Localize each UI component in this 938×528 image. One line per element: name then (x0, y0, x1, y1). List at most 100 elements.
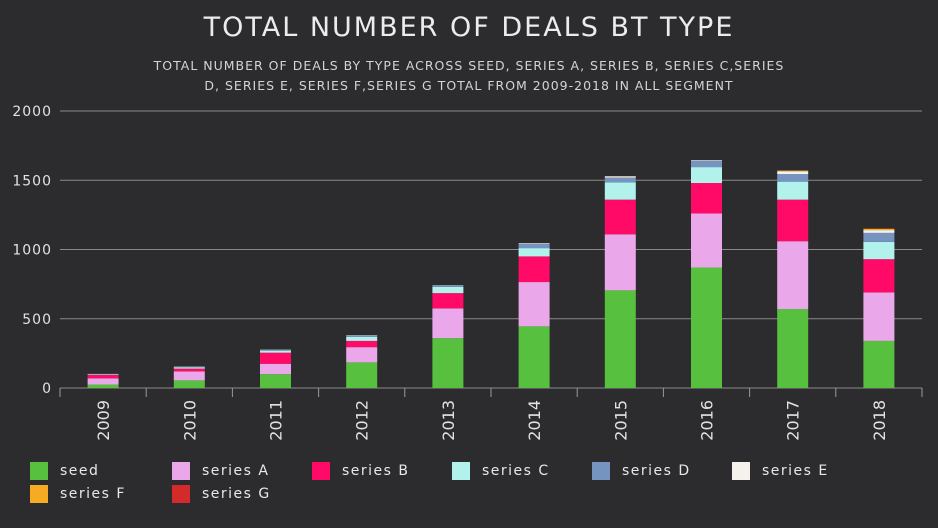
bar-segment[interactable] (260, 350, 291, 353)
bar-segment[interactable] (777, 174, 809, 182)
chart-title: TOTAL NUMBER OF DEALS BT TYPE (203, 12, 735, 43)
bar-segment[interactable] (87, 378, 119, 385)
bar-segment[interactable] (691, 183, 722, 214)
bar-segment[interactable] (777, 171, 809, 175)
bar-segment[interactable] (87, 374, 119, 375)
y-axis-tick-labels: 0 500 1000 1500 2000 (12, 104, 52, 397)
bar-segment[interactable] (777, 170, 809, 172)
bar-segment[interactable] (691, 160, 722, 161)
legend-item-series-a[interactable]: series A (172, 462, 270, 480)
legend-item-series-f[interactable]: series F (30, 485, 126, 503)
x-tick-label: 2016 (698, 400, 717, 441)
y-tick-label: 2000 (12, 104, 52, 120)
y-tick-label: 500 (22, 312, 52, 328)
bar-segment[interactable] (604, 199, 636, 235)
legend-swatch (30, 485, 48, 503)
bar-segment[interactable] (432, 286, 464, 294)
bar-segment[interactable] (863, 259, 895, 293)
bar-segment[interactable] (518, 256, 550, 283)
bar-segment[interactable] (518, 248, 550, 257)
legend-swatch (312, 462, 330, 480)
x-tick-label: 2011 (267, 400, 286, 441)
bar-segment[interactable] (604, 176, 636, 178)
bar-segment[interactable] (260, 352, 291, 364)
legend-swatch (30, 462, 48, 480)
bar-segment[interactable] (604, 234, 636, 291)
legend-swatch (592, 462, 610, 480)
legend-label: series G (202, 486, 271, 502)
legend-item-series-c[interactable]: series C (452, 462, 550, 480)
bar-segment[interactable] (346, 336, 378, 341)
chart-subtitle-line-1: TOTAL NUMBER OF DEALS BY TYPE ACROSS SEE… (153, 58, 785, 73)
bar-segment[interactable] (518, 282, 550, 327)
y-tick-label: 0 (42, 381, 52, 397)
bar-segment[interactable] (777, 241, 809, 310)
bar-segment[interactable] (863, 228, 895, 231)
bar-segment[interactable] (777, 309, 809, 388)
bar-segment[interactable] (173, 371, 205, 381)
legend-label: series B (342, 463, 410, 479)
bar-segment[interactable] (432, 338, 464, 388)
bar-segment[interactable] (346, 362, 378, 388)
bar-segment[interactable] (432, 293, 464, 309)
bar-segment[interactable] (87, 374, 119, 379)
x-tick-label: 2010 (180, 400, 199, 441)
bar-segment[interactable] (87, 384, 119, 388)
legend-item-series-e[interactable]: series E (732, 462, 829, 480)
bar-segment[interactable] (604, 290, 636, 388)
bar-segment[interactable] (863, 230, 895, 233)
bar-segment[interactable] (346, 347, 378, 363)
chart-subtitle-line-2: D, SERIES E, SERIES F,SERIES G TOTAL FRO… (204, 78, 734, 93)
legend-item-series-g[interactable]: series G (172, 485, 271, 503)
bar-segment[interactable] (173, 368, 205, 372)
bar-segment[interactable] (260, 349, 291, 351)
chart-subtitle: TOTAL NUMBER OF DEALS BY TYPE ACROSS SEE… (150, 56, 788, 96)
x-tick-label: 2015 (611, 400, 630, 441)
y-tick-label: 1000 (12, 243, 52, 259)
bar-segment[interactable] (863, 241, 895, 260)
legend-label: series C (482, 463, 550, 479)
bar-segment[interactable] (173, 380, 205, 388)
bar-segment[interactable] (691, 267, 722, 388)
bar-segment[interactable] (604, 182, 636, 200)
bar-segment[interactable] (777, 181, 809, 200)
x-tick-label: 2014 (525, 400, 544, 441)
x-tick-label: 2018 (870, 400, 889, 441)
bar-segment[interactable] (604, 177, 636, 183)
bar-segment[interactable] (777, 199, 809, 242)
legend-label: series E (762, 463, 829, 479)
bar-segment[interactable] (518, 243, 550, 249)
legend-item-series-b[interactable]: series B (312, 462, 410, 480)
x-tick-label: 2017 (784, 400, 803, 441)
legend-label: series D (622, 463, 691, 479)
bar-segment[interactable] (863, 232, 895, 242)
legend-label: seed (60, 463, 100, 479)
bar-segment[interactable] (346, 340, 378, 348)
bar-segment[interactable] (691, 167, 722, 184)
bar-segment[interactable] (346, 335, 378, 337)
bar-segment[interactable] (518, 243, 550, 244)
x-axis: 2009 2010 2011 2012 2013 2014 2015 2016 2017 2018 (59, 388, 923, 441)
y-tick-label: 1500 (12, 173, 52, 189)
bar-segment[interactable] (691, 160, 722, 168)
legend-swatch (172, 462, 190, 480)
bar-segment[interactable] (260, 363, 291, 375)
legend-item-seed[interactable]: seed (30, 462, 99, 480)
bar-segment[interactable] (863, 340, 895, 388)
legend-item-series-d[interactable]: series D (592, 462, 691, 480)
bar-segment[interactable] (691, 213, 722, 268)
x-tick-label: 2009 (94, 400, 113, 441)
legend-label: series F (60, 486, 126, 502)
legend-label: series A (202, 463, 270, 479)
legend-swatch (732, 462, 750, 480)
x-tick-label: 2013 (439, 400, 458, 441)
bar-segment[interactable] (432, 308, 464, 339)
bar-segment[interactable] (518, 326, 550, 388)
bar-segment[interactable] (432, 285, 464, 287)
bar-segment[interactable] (863, 292, 895, 341)
bars (87, 160, 895, 388)
bar-segment[interactable] (260, 374, 291, 388)
legend-swatch (172, 485, 190, 503)
bar-segment[interactable] (173, 367, 205, 369)
